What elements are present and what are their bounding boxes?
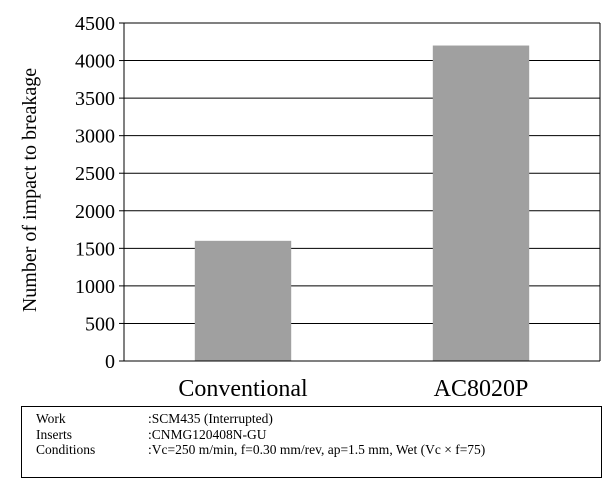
- axes: [119, 22, 601, 362]
- x-tick-label-conventional: Conventional: [178, 376, 308, 400]
- y-tick-label-1500: 1500: [75, 238, 115, 260]
- condition-row: Work :SCM435 (Interrupted): [36, 411, 601, 427]
- condition-value: :Vc=250 m/min, f=0.30 mm/rev, ap=1.5 mm,…: [148, 442, 486, 457]
- test-conditions-box: Work :SCM435 (Interrupted) Inserts :CNMG120…: [21, 406, 602, 478]
- bar-chart: 0 500 1000 1500 2000 2500 3000 3500 4000 4500 Con…: [19, 13, 601, 400]
- bars: [194, 45, 530, 362]
- x-tick-label-ac8020p: AC8020P: [434, 376, 529, 400]
- y-tick-label-0: 0: [105, 351, 115, 373]
- condition-label: Work: [36, 411, 66, 426]
- y-tick-label-4000: 4000: [75, 51, 115, 73]
- y-tick-label-2000: 2000: [75, 201, 115, 223]
- bar-conventional: [194, 240, 292, 361]
- y-tick-label-3000: 3000: [75, 126, 115, 148]
- y-tick-label-2500: 2500: [75, 163, 115, 185]
- condition-value: :SCM435 (Interrupted): [148, 411, 273, 426]
- condition-value: :CNMG120408N-GU: [148, 426, 267, 442]
- y-tick-label-1000: 1000: [75, 276, 115, 298]
- y-axis-label: Number of impact to breakage: [19, 68, 41, 312]
- y-tick-labels: 0 500 1000 1500 2000 2500 3000 3500 4000 4500: [75, 13, 115, 373]
- condition-row: Inserts :CNMG120408N-GU: [36, 427, 601, 443]
- bar-ac8020p: [432, 45, 530, 362]
- condition-label: Conditions: [36, 442, 96, 457]
- y-tick-label-3500: 3500: [75, 88, 115, 110]
- y-tick-label-500: 500: [85, 313, 115, 335]
- x-tick-labels: Conventional AC8020P: [178, 376, 528, 400]
- condition-label: Inserts: [36, 426, 72, 442]
- condition-row: Conditions :Vc=250 m/min, f=0.30 mm/rev, …: [36, 442, 601, 458]
- y-tick-label-4500: 4500: [75, 13, 115, 35]
